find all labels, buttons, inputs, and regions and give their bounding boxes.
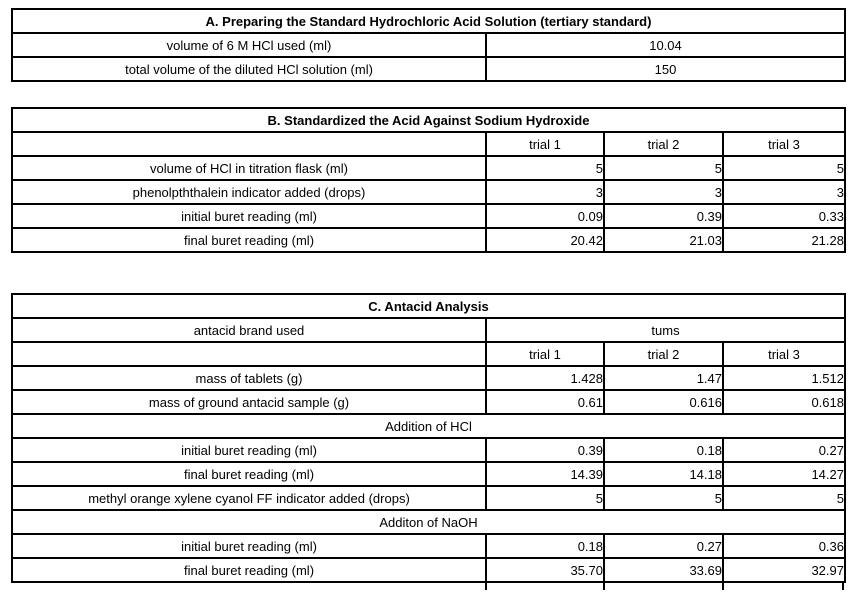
table-row: trial 1 trial 2 trial 3 (11, 341, 846, 367)
value-cell: 1.512 (722, 365, 846, 391)
row-label: volume of 6 M HCl used (ml) (11, 32, 487, 58)
value-cell: 0.09 (485, 203, 605, 229)
value-cell: 0.616 (603, 389, 724, 415)
table-row: antacid brand used tums (11, 317, 846, 343)
table-title: A. Preparing the Standard Hydrochloric A… (11, 8, 846, 34)
trial-header: trial 3 (722, 341, 846, 367)
value-cell: 0.27 (603, 533, 724, 559)
section-header: Addition of HCl (11, 413, 846, 439)
row-label: volume of HCl in titration flask (ml) (11, 155, 487, 181)
table-row: phenolpththalein indicator added (drops)… (11, 179, 846, 205)
table-row: B. Standardized the Acid Against Sodium … (11, 107, 846, 133)
row-label: final buret reading (ml) (11, 227, 487, 253)
table-row: mass of ground antacid sample (g) 0.61 0… (11, 389, 846, 415)
table-row: A. Preparing the Standard Hydrochloric A… (11, 8, 846, 34)
row-label: mass of ground antacid sample (g) (11, 389, 487, 415)
row-label: final buret reading (ml) (11, 557, 487, 583)
value-cell: 5 (485, 485, 605, 511)
row-label: initial buret reading (ml) (11, 533, 487, 559)
row-label: total volume of the diluted HCl solution… (11, 56, 487, 82)
trial-header: trial 3 (722, 131, 846, 157)
table-c-antacid-analysis: C. Antacid Analysis antacid brand used t… (11, 293, 846, 583)
table-row: final buret reading (ml) 35.70 33.69 32.… (11, 557, 846, 583)
value-cell: 20.42 (485, 227, 605, 253)
trial-header: trial 2 (603, 131, 724, 157)
value-cell: 33.69 (603, 557, 724, 583)
value-cell: 21.28 (722, 227, 846, 253)
table-row: total volume of the diluted HCl solution… (11, 56, 846, 82)
value-cell: 3 (722, 179, 846, 205)
gridline-stub (722, 583, 724, 590)
table-row: volume of HCl in titration flask (ml) 5 … (11, 155, 846, 181)
table-title: C. Antacid Analysis (11, 293, 846, 319)
value-cell: 10.04 (485, 32, 846, 58)
value-cell: 21.03 (603, 227, 724, 253)
trial-header: trial 1 (485, 341, 605, 367)
row-label: phenolpththalein indicator added (drops) (11, 179, 487, 205)
table-b-standardization: B. Standardized the Acid Against Sodium … (11, 107, 846, 253)
value-cell: 5 (603, 485, 724, 511)
lab-data-sheet: A. Preparing the Standard Hydrochloric A… (0, 8, 860, 608)
row-label: initial buret reading (ml) (11, 437, 487, 463)
value-cell: 5 (485, 155, 605, 181)
value-cell: 0.36 (722, 533, 846, 559)
value-cell: 3 (603, 179, 724, 205)
value-cell: 0.27 (722, 437, 846, 463)
brand-value-cell: tums (485, 317, 846, 343)
table-row: mass of tablets (g) 1.428 1.47 1.512 (11, 365, 846, 391)
value-cell: 5 (722, 155, 846, 181)
table-row: initial buret reading (ml) 0.39 0.18 0.2… (11, 437, 846, 463)
table-row: final buret reading (ml) 14.39 14.18 14.… (11, 461, 846, 487)
value-cell: 0.618 (722, 389, 846, 415)
value-cell: 0.18 (485, 533, 605, 559)
value-cell: 1.47 (603, 365, 724, 391)
empty-corner-cell (11, 341, 487, 367)
value-cell: 150 (485, 56, 846, 82)
value-cell: 0.39 (603, 203, 724, 229)
table-title: B. Standardized the Acid Against Sodium … (11, 107, 846, 133)
empty-corner-cell (11, 131, 487, 157)
value-cell: 3 (485, 179, 605, 205)
value-cell: 32.97 (722, 557, 846, 583)
value-cell: 0.18 (603, 437, 724, 463)
row-label: final buret reading (ml) (11, 461, 487, 487)
row-label: mass of tablets (g) (11, 365, 487, 391)
table-row: initial buret reading (ml) 0.09 0.39 0.3… (11, 203, 846, 229)
gridline-stub (842, 583, 844, 590)
table-row: C. Antacid Analysis (11, 293, 846, 319)
section-header: Additon of NaOH (11, 509, 846, 535)
value-cell: 0.39 (485, 437, 605, 463)
value-cell: 5 (722, 485, 846, 511)
row-label: antacid brand used (11, 317, 487, 343)
table-row: methyl orange xylene cyanol FF indicator… (11, 485, 846, 511)
table-row: final buret reading (ml) 20.42 21.03 21.… (11, 227, 846, 253)
gridline-stub (603, 583, 605, 590)
value-cell: 14.39 (485, 461, 605, 487)
table-row: Addition of HCl (11, 413, 846, 439)
table-a-standard-hcl: A. Preparing the Standard Hydrochloric A… (11, 8, 846, 82)
value-cell: 1.428 (485, 365, 605, 391)
table-row: trial 1 trial 2 trial 3 (11, 131, 846, 157)
gridline-stub (485, 583, 487, 590)
cutoff-gridline-stubs (11, 583, 844, 593)
value-cell: 35.70 (485, 557, 605, 583)
table-row: volume of 6 M HCl used (ml) 10.04 (11, 32, 846, 58)
trial-header: trial 2 (603, 341, 724, 367)
value-cell: 14.27 (722, 461, 846, 487)
trial-header: trial 1 (485, 131, 605, 157)
value-cell: 0.33 (722, 203, 846, 229)
value-cell: 5 (603, 155, 724, 181)
value-cell: 0.61 (485, 389, 605, 415)
table-row: Additon of NaOH (11, 509, 846, 535)
value-cell: 14.18 (603, 461, 724, 487)
table-row: initial buret reading (ml) 0.18 0.27 0.3… (11, 533, 846, 559)
row-label: methyl orange xylene cyanol FF indicator… (11, 485, 487, 511)
row-label: initial buret reading (ml) (11, 203, 487, 229)
